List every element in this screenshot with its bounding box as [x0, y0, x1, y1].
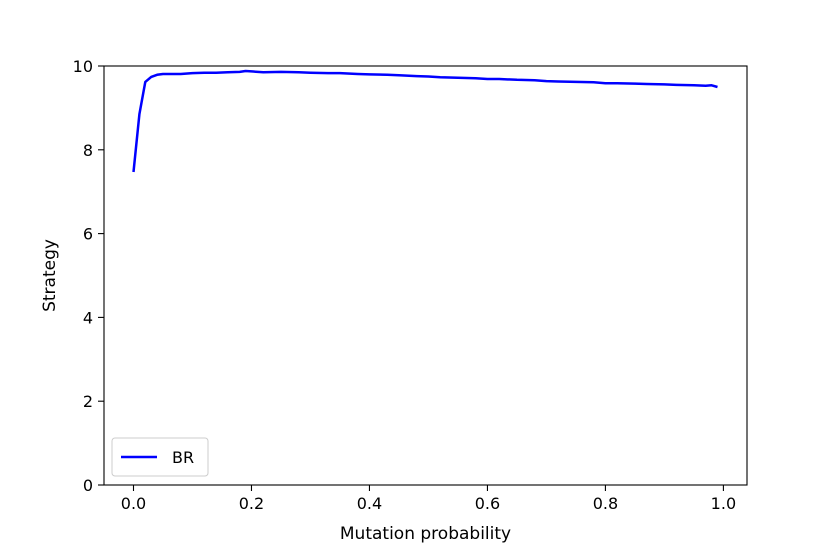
y-axis-label: Strategy	[40, 239, 60, 312]
y-tick-label: 10	[73, 57, 93, 76]
x-tick-label: 0.8	[593, 494, 618, 513]
x-axis-label: Mutation probability	[340, 524, 511, 544]
plot-area	[104, 66, 747, 485]
series-line-br	[132, 69, 718, 173]
x-tick-label: 0.4	[357, 494, 382, 513]
legend-label: BR	[172, 448, 194, 467]
y-tick-label: 2	[83, 392, 93, 411]
x-tick-label: 0.0	[121, 494, 146, 513]
x-axis: 0.0 0.2 0.4 0.6 0.8 1.0	[121, 485, 736, 513]
y-axis: 0 2 4 6 8 10	[73, 57, 104, 495]
series-layer	[132, 69, 718, 173]
y-tick-label: 8	[83, 141, 93, 160]
plot-frame	[103, 65, 748, 486]
x-tick-label: 0.6	[475, 494, 500, 513]
legend-box	[111, 437, 209, 477]
x-tick-label: 1.0	[711, 494, 736, 513]
y-tick-label: 6	[83, 225, 93, 244]
legend: BR	[111, 437, 209, 477]
x-tick-label: 0.2	[239, 494, 264, 513]
y-tick-label: 4	[83, 308, 93, 327]
y-tick-label: 0	[83, 476, 93, 495]
